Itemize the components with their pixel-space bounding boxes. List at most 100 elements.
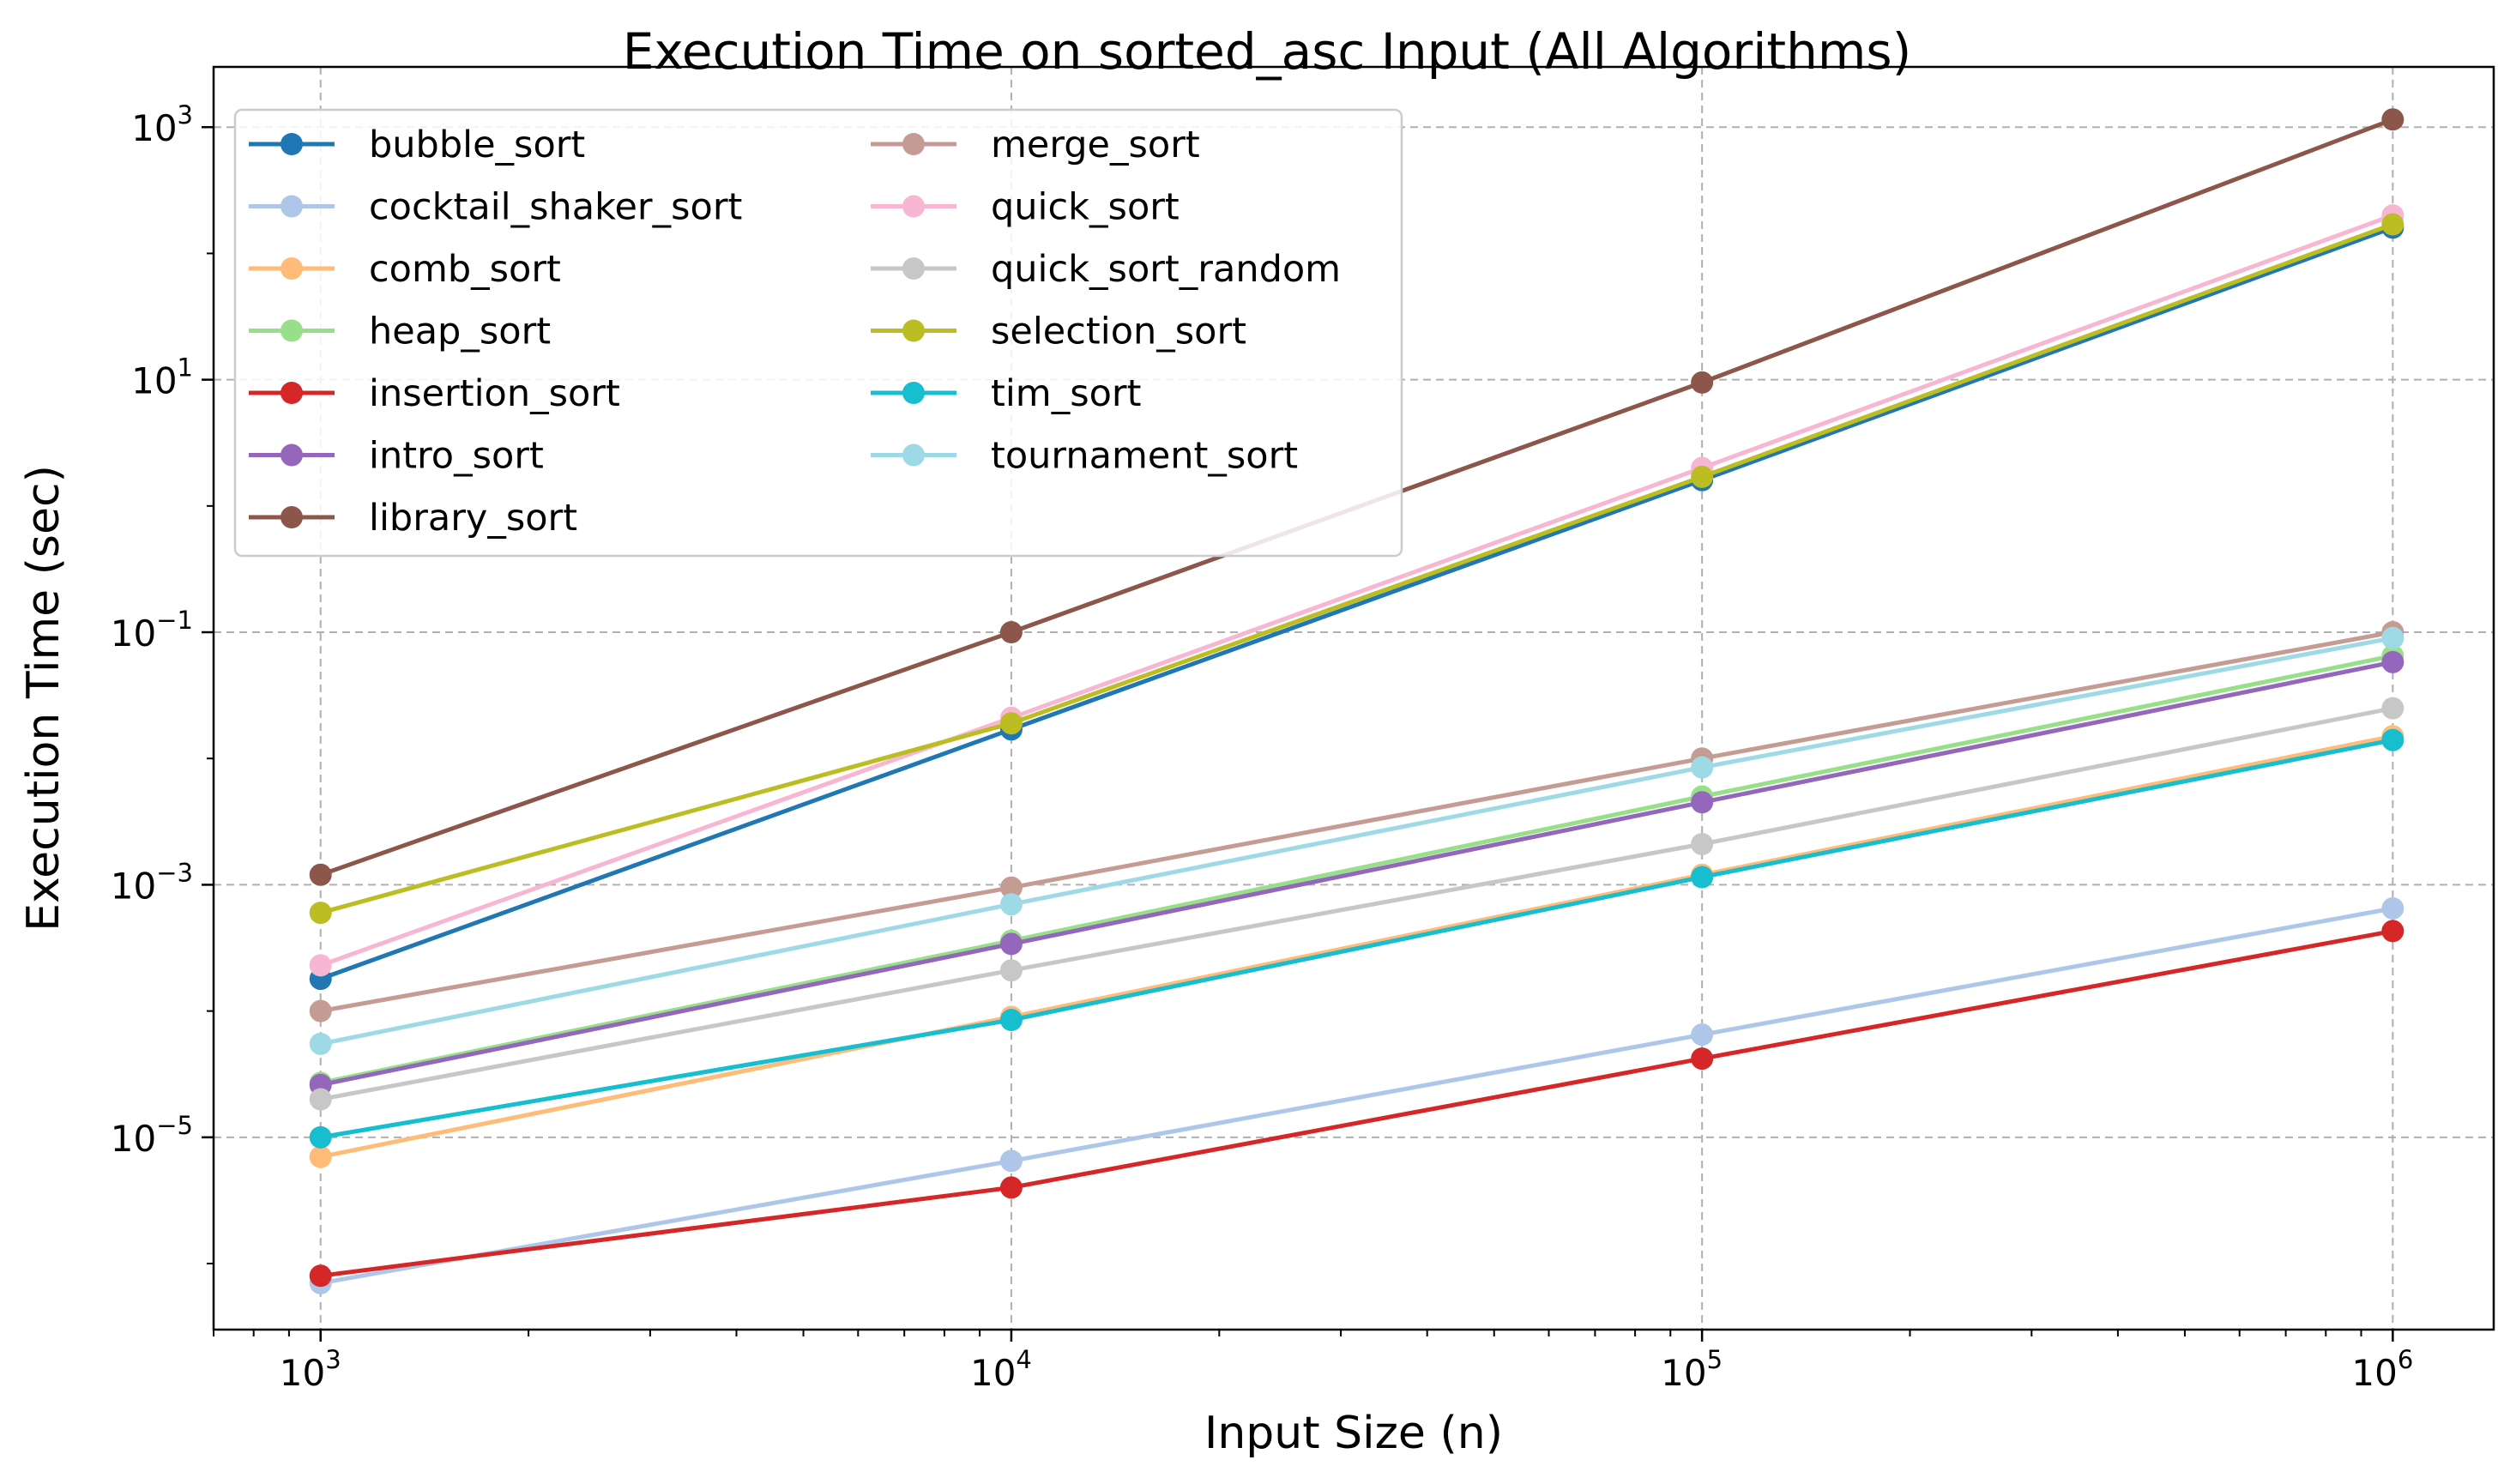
data-point <box>999 712 1023 735</box>
series-line <box>320 906 2393 1286</box>
series-merge-sort <box>309 621 2404 1023</box>
legend-marker <box>281 443 303 467</box>
y-axis-ticks: 10−5 10−3 10−1 101 103 <box>111 100 214 1265</box>
data-point <box>2381 697 2404 720</box>
legend-label: tournament_sort <box>991 435 1298 478</box>
legend-marker <box>902 195 925 218</box>
series-quick-sort-random <box>309 697 2404 1111</box>
legend-entry: heap_sort <box>249 311 551 353</box>
data-point <box>999 1176 1023 1199</box>
series-line <box>320 733 2393 1160</box>
data-point <box>309 954 332 977</box>
series-intro-sort <box>309 650 2404 1096</box>
series-cocktail-shaker-sort <box>309 896 2404 1294</box>
legend-label: cocktail_shaker_sort <box>369 186 742 229</box>
legend-entry: insertion_sort <box>249 372 620 415</box>
legend-marker <box>281 506 303 528</box>
legend-marker <box>281 195 303 218</box>
legend-marker <box>902 257 925 280</box>
legend-entry: merge_sort <box>871 124 1200 166</box>
y-tick-label: 101 <box>131 353 193 402</box>
series-line <box>320 706 2393 1101</box>
series-tournament-sort <box>309 626 2404 1055</box>
x-tick-label: 106 <box>2351 1345 2413 1394</box>
legend-label: intro_sort <box>369 435 544 478</box>
legend-entry: selection_sort <box>871 311 1246 353</box>
series-line <box>320 630 2393 1014</box>
data-point <box>1691 1047 1714 1071</box>
legend-entry: tournament_sort <box>871 435 1298 478</box>
x-tick-label: 104 <box>970 1345 1032 1394</box>
data-point <box>309 1088 332 1111</box>
data-point <box>999 932 1023 956</box>
data-point <box>2381 650 2404 673</box>
legend-label: tim_sort <box>991 372 1141 415</box>
y-tick-label: 10−3 <box>111 858 193 907</box>
series-line <box>319 226 2394 981</box>
y-axis-label: Execution Time (sec) <box>18 465 69 932</box>
data-point <box>999 893 1023 916</box>
data-point <box>999 1009 1023 1032</box>
series-line <box>320 660 2393 1088</box>
series-selection-sort <box>309 213 2404 925</box>
legend-label: quick_sort_random <box>991 248 1341 291</box>
data-point <box>309 999 332 1023</box>
legend-label: selection_sort <box>991 311 1246 353</box>
data-point <box>999 876 1023 899</box>
series-line <box>320 636 2393 1047</box>
data-point <box>309 1125 332 1149</box>
data-point <box>2381 213 2404 236</box>
legend-entry: tim_sort <box>871 372 1141 415</box>
data-point <box>2381 626 2404 649</box>
legend-marker <box>281 382 303 404</box>
data-point <box>999 621 1023 644</box>
legend-box <box>233 108 1403 558</box>
data-point <box>999 959 1023 982</box>
legend-entry: comb_sort <box>249 248 561 291</box>
legend-entry: cocktail_shaker_sort <box>249 186 742 229</box>
y-tick-label: 10−1 <box>111 606 193 655</box>
legend-label: merge_sort <box>991 124 1200 166</box>
data-point <box>2381 920 2404 943</box>
legend: bubble_sort cocktail_shaker_sort comb_sort… <box>233 108 1403 558</box>
legend-label: quick_sort <box>991 186 1180 229</box>
legend-label: insertion_sort <box>369 372 620 415</box>
data-point <box>309 1032 332 1055</box>
data-point <box>2381 108 2404 131</box>
series-tim-sort <box>309 728 2404 1149</box>
x-tick-label: 103 <box>280 1345 341 1394</box>
legend-marker <box>902 133 925 155</box>
plot-frame <box>212 65 2495 1331</box>
data-point <box>999 1149 1023 1173</box>
legend-entry: intro_sort <box>249 435 544 478</box>
data-point <box>1691 833 1714 856</box>
legend-marker <box>902 382 925 404</box>
legend-entry: quick_sort_random <box>871 248 1341 291</box>
legend-marker <box>902 443 925 467</box>
legend-label: bubble_sort <box>369 124 585 166</box>
series-line <box>320 222 2394 915</box>
series-line <box>320 654 2393 1085</box>
series-insertion-sort <box>309 920 2404 1288</box>
y-tick-label: 103 <box>131 100 193 149</box>
legend-entry: quick_sort <box>871 186 1180 229</box>
data-point <box>1691 791 1714 814</box>
series-line <box>320 928 2393 1278</box>
chart-title: Execution Time on sorted_asc Input (All … <box>623 22 1911 81</box>
series-line <box>320 738 2393 1140</box>
legend-marker <box>281 319 303 342</box>
legend-marker <box>902 319 925 342</box>
data-point <box>1691 756 1714 779</box>
legend-label: heap_sort <box>369 311 551 353</box>
series-line <box>319 213 2394 968</box>
y-tick-label: 10−5 <box>111 1111 193 1160</box>
data-point <box>309 863 332 886</box>
data-point <box>309 902 332 925</box>
data-point <box>309 1145 332 1168</box>
legend-entry: library_sort <box>249 497 577 540</box>
x-axis-ticks: 103 104 105 106 <box>213 1330 2413 1394</box>
data-point <box>1691 1023 1714 1047</box>
x-axis-label: Input Size (n) <box>1204 1408 1503 1459</box>
legend-marker <box>281 133 303 155</box>
